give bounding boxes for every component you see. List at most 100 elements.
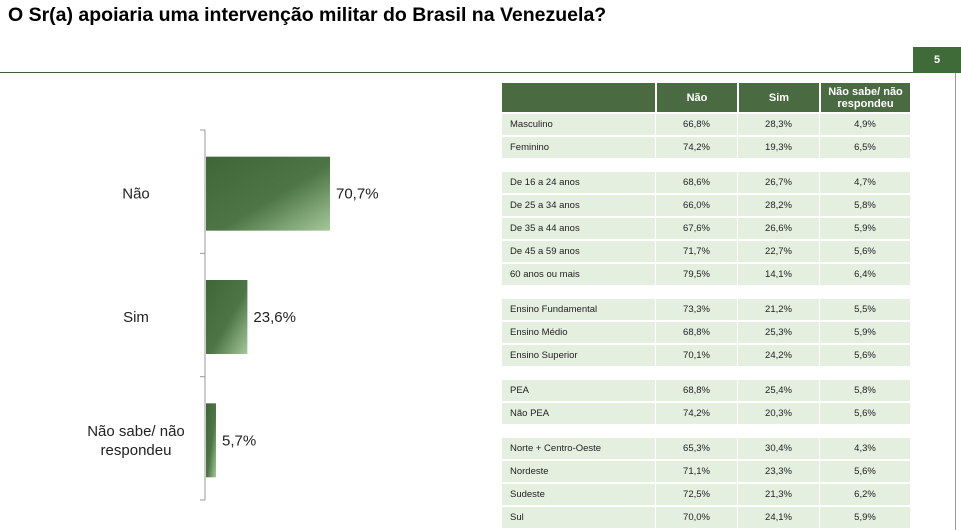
breakdown-table: Não Sim Não sabe/ não respondeu Masculin… — [502, 83, 910, 528]
row-label: Não PEA — [502, 403, 655, 424]
page-title: O Sr(a) apoiaria uma intervenção militar… — [8, 4, 607, 26]
table-cell: 66,8% — [655, 114, 737, 135]
category-label: Não — [122, 186, 150, 203]
bar — [206, 403, 216, 478]
table-cell: 26,7% — [737, 172, 819, 193]
table-cell: 19,3% — [737, 137, 819, 158]
table-cell: 5,5% — [819, 299, 910, 320]
table-cell: 24,2% — [737, 345, 819, 366]
table-cell: 25,3% — [737, 322, 819, 343]
table-row: De 25 a 34 anos 66,0% 28,2% 5,8% — [502, 195, 910, 216]
table-cell: 5,6% — [819, 345, 910, 366]
table-cell: 74,2% — [655, 403, 737, 424]
category-label: Sim — [123, 309, 149, 326]
table-cell: 5,6% — [819, 241, 910, 262]
table-cell: 25,4% — [737, 380, 819, 401]
row-label: 60 anos ou mais — [502, 264, 655, 285]
table-cell: 24,1% — [737, 507, 819, 528]
data-label: 5,7% — [222, 432, 256, 449]
table-cell: 5,6% — [819, 461, 910, 482]
table-cell: 5,6% — [819, 403, 910, 424]
group-spacer — [502, 158, 910, 170]
table-cell: 74,2% — [655, 137, 737, 158]
column-header-nao: Não — [655, 83, 737, 112]
table-row: Ensino Médio 68,8% 25,3% 5,9% — [502, 322, 910, 343]
table-cell: 26,6% — [737, 218, 819, 239]
title-divider — [0, 72, 913, 73]
table-cell: 28,3% — [737, 114, 819, 135]
table-cell: 79,5% — [655, 264, 737, 285]
table-row: De 35 a 44 anos 67,6% 26,6% 5,9% — [502, 218, 910, 239]
table-cell: 6,2% — [819, 484, 910, 505]
group-spacer — [502, 285, 910, 297]
group-spacer — [502, 424, 910, 436]
table-cell: 21,3% — [737, 484, 819, 505]
column-header-nao-sabe: Não sabe/ não respondeu — [819, 83, 910, 112]
table-cell: 14,1% — [737, 264, 819, 285]
table-cell: 30,4% — [737, 438, 819, 459]
row-label: Norte + Centro-Oeste — [502, 438, 655, 459]
bar — [206, 280, 248, 354]
row-label: Masculino — [502, 114, 655, 135]
table-row: Masculino 66,8% 28,3% 4,9% — [502, 114, 910, 135]
group-spacer — [502, 366, 910, 378]
row-label: PEA — [502, 380, 655, 401]
table-cell: 23,3% — [737, 461, 819, 482]
data-label: 70,7% — [336, 186, 379, 203]
table-row: Ensino Superior 70,1% 24,2% 5,6% — [502, 345, 910, 366]
row-label: Ensino Superior — [502, 345, 655, 366]
data-label: 23,6% — [253, 309, 296, 326]
row-label: Feminino — [502, 137, 655, 158]
table-body: Masculino 66,8% 28,3% 4,9% Feminino 74,2% 19,3… — [502, 114, 910, 528]
table-row: PEA 68,8% 25,4% 5,8% — [502, 380, 910, 401]
table-row: Feminino 74,2% 19,3% 6,5% — [502, 137, 910, 158]
table-cell: 66,0% — [655, 195, 737, 216]
bar — [206, 156, 330, 231]
table-cell: 5,9% — [819, 218, 910, 239]
table-row: Sudeste 72,5% 21,3% 6,2% — [502, 484, 910, 505]
table-cell: 72,5% — [655, 484, 737, 505]
table-cell: 20,3% — [737, 403, 819, 424]
table-row: De 45 a 59 anos 71,7% 22,7% 5,6% — [502, 241, 910, 262]
table-cell: 21,2% — [737, 299, 819, 320]
table-cell: 5,9% — [819, 322, 910, 343]
table-header: Não Sim Não sabe/ não respondeu — [502, 83, 910, 112]
table-row: De 16 a 24 anos 68,6% 26,7% 4,7% — [502, 172, 910, 193]
table-cell: 71,1% — [655, 461, 737, 482]
row-label: De 45 a 59 anos — [502, 241, 655, 262]
table-cell: 68,8% — [655, 322, 737, 343]
table-cell: 28,2% — [737, 195, 819, 216]
table-row: 60 anos ou mais 79,5% 14,1% 6,4% — [502, 264, 910, 285]
table-cell: 4,3% — [819, 438, 910, 459]
table-cell: 5,8% — [819, 380, 910, 401]
table-cell: 68,8% — [655, 380, 737, 401]
row-label: Ensino Fundamental — [502, 299, 655, 320]
row-label: De 35 a 44 anos — [502, 218, 655, 239]
table-row: Ensino Fundamental 73,3% 21,2% 5,5% — [502, 299, 910, 320]
page-number-badge: 5 — [913, 47, 961, 73]
table-cell: 70,0% — [655, 507, 737, 528]
row-label: De 25 a 34 anos — [502, 195, 655, 216]
table-cell: 5,9% — [819, 507, 910, 528]
row-label: Ensino Médio — [502, 322, 655, 343]
table-cell: 6,5% — [819, 137, 910, 158]
row-label: Sudeste — [502, 484, 655, 505]
table-cell: 71,7% — [655, 241, 737, 262]
table-row: Norte + Centro-Oeste 65,3% 30,4% 4,3% — [502, 438, 910, 459]
table-cell: 4,7% — [819, 172, 910, 193]
table-row: Nordeste 71,1% 23,3% 5,6% — [502, 461, 910, 482]
table-cell: 65,3% — [655, 438, 737, 459]
table-cell: 67,6% — [655, 218, 737, 239]
table-cell: 68,6% — [655, 172, 737, 193]
row-label: De 16 a 24 anos — [502, 172, 655, 193]
column-header-sim: Sim — [737, 83, 819, 112]
table-cell: 5,8% — [819, 195, 910, 216]
category-label: Não sabe/ não respondeu — [87, 423, 185, 459]
table-cell: 22,7% — [737, 241, 819, 262]
row-label: Nordeste — [502, 461, 655, 482]
table-cell: 70,1% — [655, 345, 737, 366]
bar-chart: Não 70,7% Sim 23,6% Não sabe/ não respondeu 5,… — [87, 129, 379, 501]
table-cell: 73,3% — [655, 299, 737, 320]
row-label: Sul — [502, 507, 655, 528]
table-cell: 6,4% — [819, 264, 910, 285]
